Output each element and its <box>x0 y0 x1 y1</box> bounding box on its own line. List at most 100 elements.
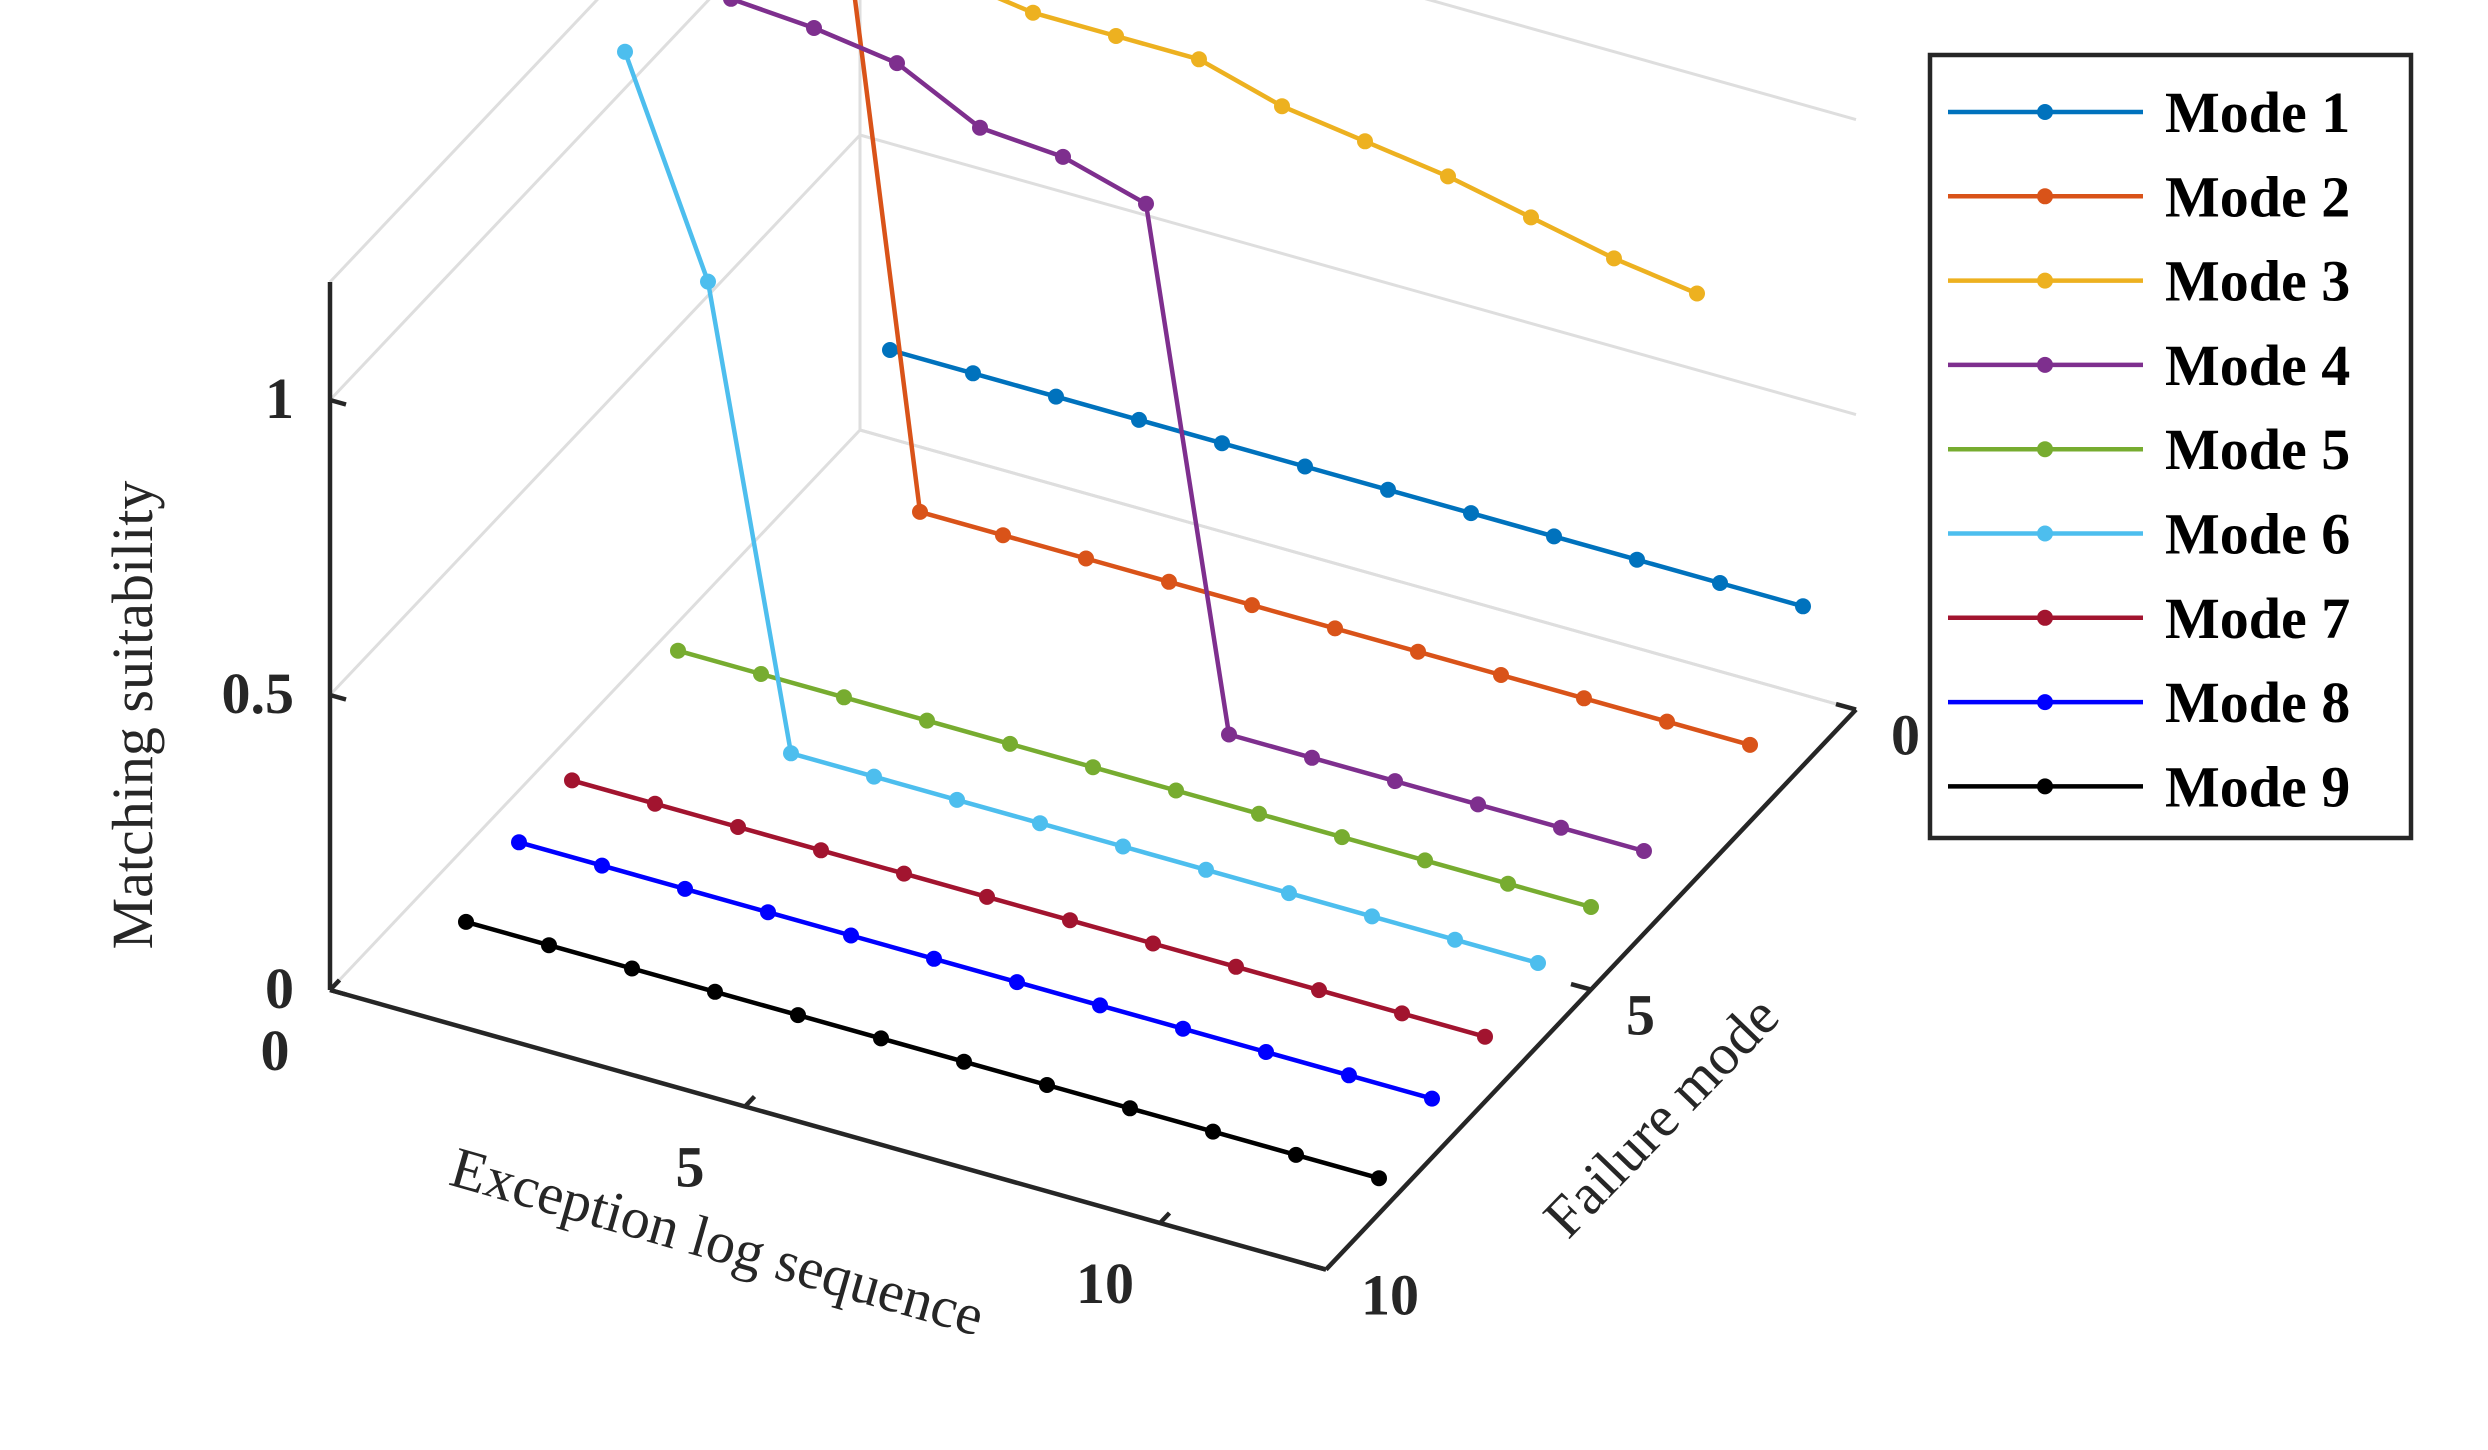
series-4 <box>723 0 1652 859</box>
legend-marker <box>2037 356 2053 373</box>
data-point <box>594 857 610 874</box>
x-tick <box>1158 1211 1172 1225</box>
data-point <box>1410 643 1426 660</box>
legend-entry: Mode 3 <box>1948 249 2350 314</box>
x-tick <box>328 978 342 992</box>
legend-entry: Mode 9 <box>1948 754 2350 819</box>
data-point <box>1032 815 1048 832</box>
data-point <box>1009 974 1025 991</box>
grid-line <box>859 133 1857 417</box>
series-line <box>997 0 1698 296</box>
series-line <box>677 648 1592 910</box>
data-point <box>1493 667 1509 683</box>
data-point <box>511 834 527 851</box>
series-3 <box>997 0 1705 302</box>
series-1 <box>882 342 1811 615</box>
data-point <box>956 1053 972 1070</box>
legend-entry: Mode 8 <box>1948 670 2350 735</box>
data-point <box>1424 1090 1440 1107</box>
data-point <box>912 503 928 520</box>
data-point <box>1145 935 1161 952</box>
legend-marker <box>2037 609 2053 626</box>
data-point <box>1025 4 1041 21</box>
y-tick-label: 5 <box>1626 983 1655 1048</box>
data-point <box>1092 997 1108 1014</box>
data-point <box>1191 51 1207 68</box>
data-point <box>843 927 859 944</box>
z-tick <box>329 987 347 997</box>
data-point <box>1742 736 1758 753</box>
series-6 <box>617 43 1546 971</box>
data-point <box>1311 982 1327 999</box>
data-point <box>1689 285 1705 302</box>
grid-line <box>328 428 862 992</box>
legend-entry: Mode 5 <box>1948 417 2350 482</box>
data-point <box>1477 1028 1493 1045</box>
data-point <box>1274 98 1290 115</box>
x-tick-label: 0 <box>261 1018 290 1083</box>
data-point <box>1244 597 1260 614</box>
data-point <box>730 819 746 835</box>
z-tick-label: 0.5 <box>222 661 295 726</box>
legend-box <box>1927 52 2414 841</box>
legend-marker <box>2037 272 2053 289</box>
data-point <box>1606 250 1622 267</box>
data-point <box>1131 411 1147 428</box>
data-point <box>1039 1077 1055 1093</box>
data-point <box>889 55 905 72</box>
data-point <box>813 842 829 859</box>
series-line <box>465 919 1380 1181</box>
data-point <box>1371 1170 1387 1187</box>
data-point <box>1327 620 1343 637</box>
data-point <box>1205 1123 1221 1140</box>
x-tick-label: 10 <box>1076 1251 1134 1316</box>
data-point <box>1500 875 1516 892</box>
legend-entry: Mode 6 <box>1948 502 2350 567</box>
data-point <box>790 1007 806 1024</box>
series-2 <box>852 0 1758 753</box>
series-line <box>852 0 1751 748</box>
data-point <box>979 888 995 905</box>
data-point <box>1470 796 1486 813</box>
y-tick <box>1835 701 1857 712</box>
legend: Mode 1 Mode 2 Mode 3 Mode 4 Mode 5 Mode 6 Mode… <box>1927 52 2414 841</box>
data-point <box>949 791 965 808</box>
series-9 <box>458 913 1387 1187</box>
y-tick-label: 10 <box>1361 1263 1419 1328</box>
y-tick <box>1305 1261 1327 1272</box>
legend-label: Mode 3 <box>2165 249 2350 314</box>
legend-entry: Mode 1 <box>1948 80 2350 145</box>
data-point <box>753 666 769 682</box>
data-point <box>1078 550 1094 567</box>
grid-lines <box>328 0 1857 992</box>
series-8 <box>511 834 1440 1107</box>
data-point <box>1214 435 1230 452</box>
data-point <box>670 642 686 659</box>
data-point <box>919 712 935 729</box>
legend-marker <box>2037 188 2053 205</box>
grid-line <box>328 133 862 697</box>
data-point <box>1636 843 1652 859</box>
data-point <box>1175 1020 1191 1037</box>
data-point <box>1629 551 1645 568</box>
data-point <box>1357 133 1373 150</box>
legend-label: Mode 6 <box>2165 502 2350 567</box>
data-point <box>1258 1044 1274 1060</box>
data-point <box>1447 931 1463 948</box>
data-point <box>1115 838 1131 855</box>
data-point <box>1553 819 1569 836</box>
data-series <box>458 0 1811 1187</box>
data-point <box>1795 598 1811 615</box>
legend-label: Mode 9 <box>2165 754 2350 819</box>
data-point <box>1251 805 1267 822</box>
data-point <box>806 20 822 36</box>
data-point <box>1108 28 1124 44</box>
data-point <box>1463 505 1479 522</box>
data-point <box>783 745 799 762</box>
z-tick <box>329 397 347 407</box>
data-point <box>1583 899 1599 915</box>
data-point <box>873 1030 889 1047</box>
z-tick <box>329 692 347 702</box>
y-tick-label: 0 <box>1891 703 1920 768</box>
data-point <box>677 880 693 897</box>
